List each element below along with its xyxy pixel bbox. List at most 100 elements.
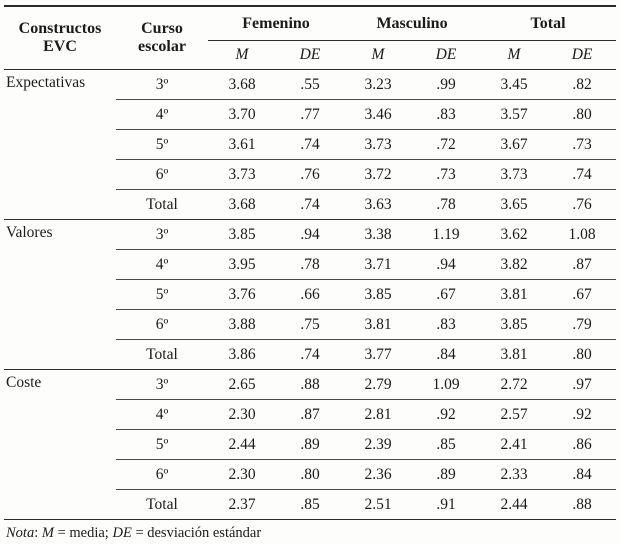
value-cell: 3.73 xyxy=(208,159,276,190)
value-cell: 2.33 xyxy=(480,459,549,490)
table-header: Constructos EVC Curso escolar Femenino M… xyxy=(4,6,617,70)
section-coste: Coste 3º 2.65 .88 2.79 1.09 2.72 .97 4º … xyxy=(4,369,617,520)
section-expectativas: Expectativas 3º 3.68 .55 3.23 .99 3.45 .… xyxy=(4,69,617,220)
value-cell: 3.65 xyxy=(480,189,549,220)
value-cell: 2.39 xyxy=(344,429,413,460)
header-group-total: Total xyxy=(480,6,617,41)
construct-label: Coste xyxy=(4,369,116,520)
value-cell: .78 xyxy=(412,189,481,220)
table-row: 5º 2.44 .89 2.39 .85 2.41 .86 xyxy=(4,429,617,460)
curso-cell: Total xyxy=(116,489,208,520)
value-cell: .94 xyxy=(276,219,345,250)
value-cell: .94 xyxy=(412,249,481,280)
value-cell: 3.95 xyxy=(208,249,276,280)
value-cell: .87 xyxy=(548,249,617,280)
value-cell: .89 xyxy=(412,459,481,490)
note-de-symbol: DE xyxy=(112,525,132,541)
header-m-femenino: M xyxy=(235,46,249,63)
value-cell: .92 xyxy=(548,399,617,430)
value-cell: .87 xyxy=(276,399,345,430)
value-cell: 2.30 xyxy=(208,399,276,430)
value-cell: .83 xyxy=(412,309,481,340)
table-row: Total 3.86 .74 3.77 .84 3.81 .80 xyxy=(4,339,617,370)
header-row-subcolumns: M DE M DE M DE xyxy=(4,41,616,70)
value-cell: .88 xyxy=(276,369,345,400)
table-row: Valores 3º 3.85 .94 3.38 1.19 3.62 1.08 xyxy=(4,219,617,370)
value-cell: 2.30 xyxy=(208,459,276,490)
value-cell: 3.68 xyxy=(208,189,276,220)
table-row: 6º 3.73 .76 3.72 .73 3.73 .74 xyxy=(4,159,617,190)
value-cell: .97 xyxy=(548,369,617,400)
table-footer: Nota: M = media; DE = desviación estánda… xyxy=(4,519,617,544)
value-cell: 2.81 xyxy=(344,399,413,430)
note-row: Nota: M = media; DE = desviación estánda… xyxy=(4,519,617,544)
value-cell: 3.67 xyxy=(480,129,549,160)
value-cell: 2.44 xyxy=(208,429,276,460)
header-curso-escolar: Curso escolar xyxy=(116,6,208,70)
table-row: Total 3.68 .74 3.63 .78 3.65 .76 xyxy=(4,189,617,220)
value-cell: .84 xyxy=(548,459,617,490)
value-cell: 3.62 xyxy=(480,219,549,250)
value-cell: 2.41 xyxy=(480,429,549,460)
header-group-femenino: Femenino xyxy=(208,6,345,41)
note-m-symbol: M xyxy=(41,525,54,541)
value-cell: 2.37 xyxy=(208,489,276,520)
value-cell: .66 xyxy=(276,279,345,310)
table-row: 5º 3.76 .66 3.85 .67 3.81 .67 xyxy=(4,279,617,310)
value-cell: .88 xyxy=(548,489,617,520)
table-row: Total 2.37 .85 2.51 .91 2.44 .88 xyxy=(4,489,617,520)
value-cell: .86 xyxy=(548,429,617,460)
header-de-femenino: DE xyxy=(299,46,321,63)
curso-cell: 6º xyxy=(116,159,208,190)
header-de-masculino: DE xyxy=(435,46,457,63)
value-cell: .74 xyxy=(276,129,345,160)
value-cell: .92 xyxy=(412,399,481,430)
curso-cell: 3º xyxy=(116,69,208,100)
curso-cell: 4º xyxy=(116,399,208,430)
value-cell: 3.82 xyxy=(480,249,549,280)
value-cell: 3.81 xyxy=(344,309,413,340)
curso-cell: 4º xyxy=(116,249,208,280)
curso-cell: 5º xyxy=(116,279,208,310)
value-cell: 3.81 xyxy=(480,339,549,370)
header-group-masculino: Masculino xyxy=(344,6,481,41)
value-cell: 3.76 xyxy=(208,279,276,310)
stats-table: Constructos EVC Curso escolar Femenino M… xyxy=(4,5,617,544)
value-cell: 3.38 xyxy=(344,219,413,250)
value-cell: .67 xyxy=(548,279,617,310)
value-cell: 3.57 xyxy=(480,99,549,130)
value-cell: 3.77 xyxy=(344,339,413,370)
section-valores: Valores 3º 3.85 .94 3.38 1.19 3.62 1.08 … xyxy=(4,219,617,370)
note-text: = desviación estándar xyxy=(131,525,262,541)
value-cell: .80 xyxy=(276,459,345,490)
construct-label: Valores xyxy=(4,219,116,370)
table-note: Nota: M = media; DE = desviación estánda… xyxy=(4,519,617,544)
value-cell: .67 xyxy=(412,279,481,310)
value-cell: .73 xyxy=(412,159,481,190)
value-cell: .72 xyxy=(412,129,481,160)
value-cell: .91 xyxy=(412,489,481,520)
value-cell: .84 xyxy=(412,339,481,370)
header-constructos-line1: Constructos xyxy=(18,20,102,38)
value-cell: 3.23 xyxy=(344,69,413,100)
header-constructos-line2: EVC xyxy=(43,38,77,55)
value-cell: 1.08 xyxy=(548,219,617,250)
curso-cell: 6º xyxy=(116,459,208,490)
value-cell: .83 xyxy=(412,99,481,130)
value-cell: .82 xyxy=(548,69,617,100)
value-cell: 2.57 xyxy=(480,399,549,430)
header-m-total: M xyxy=(507,46,521,63)
curso-cell: Total xyxy=(116,189,208,220)
value-cell: 3.88 xyxy=(208,309,276,340)
value-cell: 3.71 xyxy=(344,249,413,280)
value-cell: 2.44 xyxy=(480,489,549,520)
curso-cell: 3º xyxy=(116,369,208,400)
value-cell: .80 xyxy=(548,99,617,130)
value-cell: 2.72 xyxy=(480,369,549,400)
value-cell: .74 xyxy=(276,339,345,370)
value-cell: 1.19 xyxy=(412,219,481,250)
value-cell: .85 xyxy=(276,489,345,520)
table-row: Coste 3º 2.65 .88 2.79 1.09 2.72 .97 xyxy=(4,369,617,520)
value-cell: .80 xyxy=(548,339,617,370)
